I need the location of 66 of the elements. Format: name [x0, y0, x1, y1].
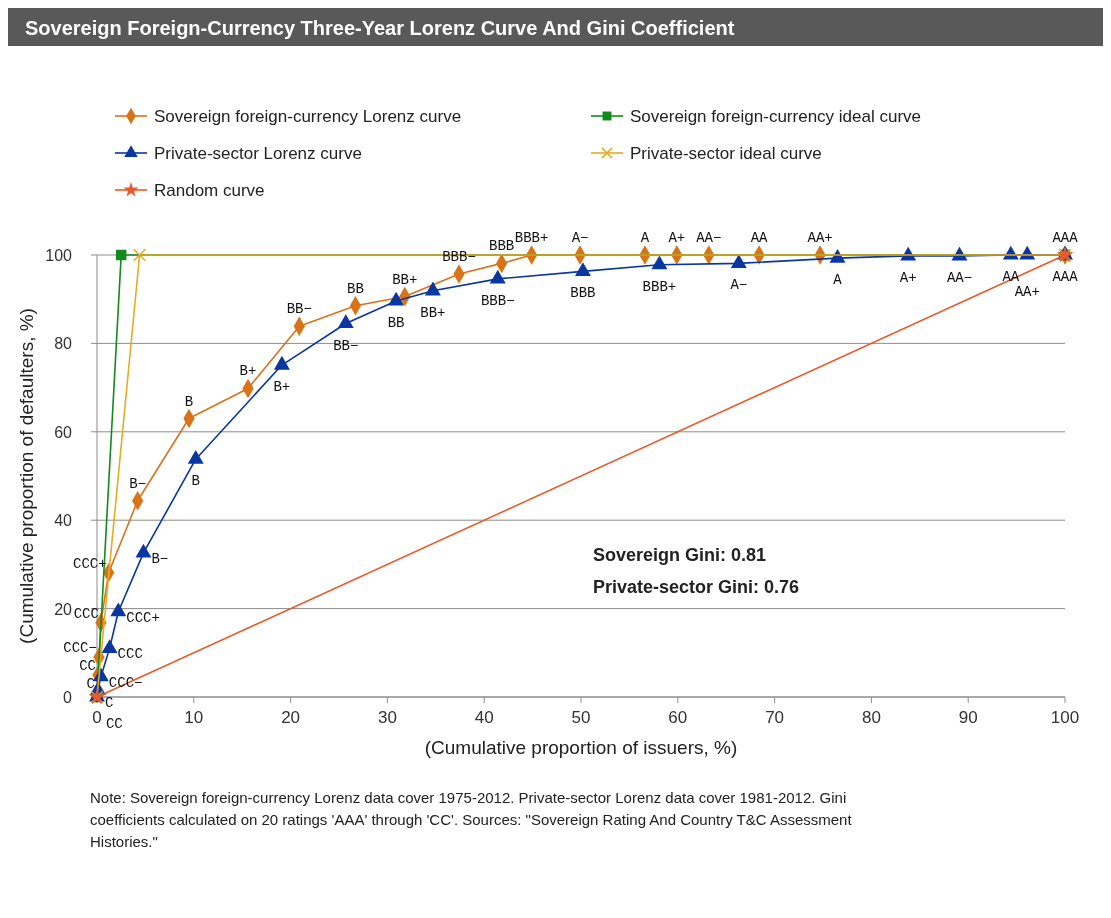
- annotation: C: [105, 695, 114, 711]
- annotation: B: [184, 393, 194, 410]
- x-tick-label: 80: [861, 708, 881, 727]
- annotation: A: [833, 272, 843, 289]
- legend-label: Private-sector ideal curve: [630, 144, 822, 163]
- legend-label: Random curve: [154, 181, 265, 200]
- y-tick-label: 20: [54, 600, 73, 618]
- annotation: A+: [899, 269, 917, 286]
- y-axis-title: (Cumulative proportion of defaulters, %): [16, 308, 37, 644]
- annotation: BB: [347, 280, 364, 297]
- legend-label: Sovereign foreign-currency ideal curve: [630, 107, 922, 126]
- x-tick-label: 30: [377, 708, 397, 727]
- annotation: BBB+: [642, 278, 677, 295]
- annotation: C: [86, 675, 95, 692]
- y-tick-label: 0: [63, 689, 73, 706]
- legend-label: Sovereign foreign-currency Lorenz curve: [154, 107, 462, 126]
- y-tick-label: 60: [54, 423, 73, 441]
- annotation: A−: [571, 230, 589, 246]
- annotation: CCC+: [126, 609, 160, 626]
- text: Note: Sovereign foreign-currency Lorenz data cover 1975-2012. Private-sector Lorenz data cover 1981-2012. Gini coefficients calculated on 20 ratings 'AAA' through 'CC'. Sources: "Sovereign Rating And Country T&C Assessment Histories.": [90, 789, 853, 850]
- annotation: CCC: [117, 646, 143, 663]
- annotation: BB+: [420, 304, 446, 321]
- annotation: Private-sector Gini: 0.76: [593, 577, 800, 597]
- annotation: CCC−: [63, 640, 97, 657]
- x-tick-label: 0: [92, 708, 102, 727]
- annotation: B+: [273, 379, 291, 396]
- annotation: BBB−: [480, 292, 515, 309]
- annotation: BBB+: [514, 230, 549, 246]
- x-tick-label: 50: [571, 708, 591, 727]
- x-tick-label: 70: [765, 708, 785, 727]
- x-tick-label: 40: [474, 708, 494, 727]
- y-tick-label: 100: [45, 247, 73, 264]
- annotation: AAA: [1052, 230, 1079, 246]
- annotation: A+: [668, 230, 686, 246]
- annotation: AA: [750, 230, 769, 246]
- annotation: Sovereign Gini: 0.81: [593, 545, 767, 565]
- annotation: BB: [387, 314, 405, 331]
- annotation: B+: [239, 363, 257, 380]
- x-tick-label: 60: [668, 708, 688, 727]
- annotation: BB+: [392, 271, 418, 288]
- legend-label: Private-sector Lorenz curve: [154, 144, 362, 163]
- annotation: BB−: [333, 337, 359, 354]
- annotation: A: [640, 230, 650, 246]
- annotation: AA+: [807, 230, 833, 246]
- x-axis-title: (Cumulative proportion of issuers, %): [424, 737, 738, 758]
- annotation: BBB: [489, 238, 515, 255]
- x-tick-label: 10: [184, 708, 204, 727]
- chart-title: Sovereign Foreign-Currency Three-Year Lorenz Curve And Gini Coefficient: [25, 17, 735, 39]
- y-tick-label: 40: [54, 512, 73, 530]
- x-tick-label: 100: [1050, 708, 1080, 727]
- annotation: AA+: [1014, 284, 1040, 300]
- x-tick-label: 90: [958, 708, 978, 727]
- annotation: AA−: [696, 230, 722, 246]
- annotation: B−: [129, 475, 147, 492]
- annotation: AAA: [1052, 269, 1079, 285]
- annotation: CC: [79, 657, 96, 674]
- x-tick-label: 20: [281, 708, 301, 727]
- y-tick-label: 80: [54, 335, 73, 353]
- annotation: B−: [151, 550, 169, 567]
- annotation: AA−: [946, 269, 973, 286]
- annotation: BBB: [570, 285, 596, 302]
- annotation: B: [191, 473, 200, 490]
- annotation: CC: [105, 716, 123, 733]
- annotation: A−: [730, 277, 748, 294]
- annotation: CCC: [73, 605, 99, 622]
- annotation: BB−: [286, 301, 312, 318]
